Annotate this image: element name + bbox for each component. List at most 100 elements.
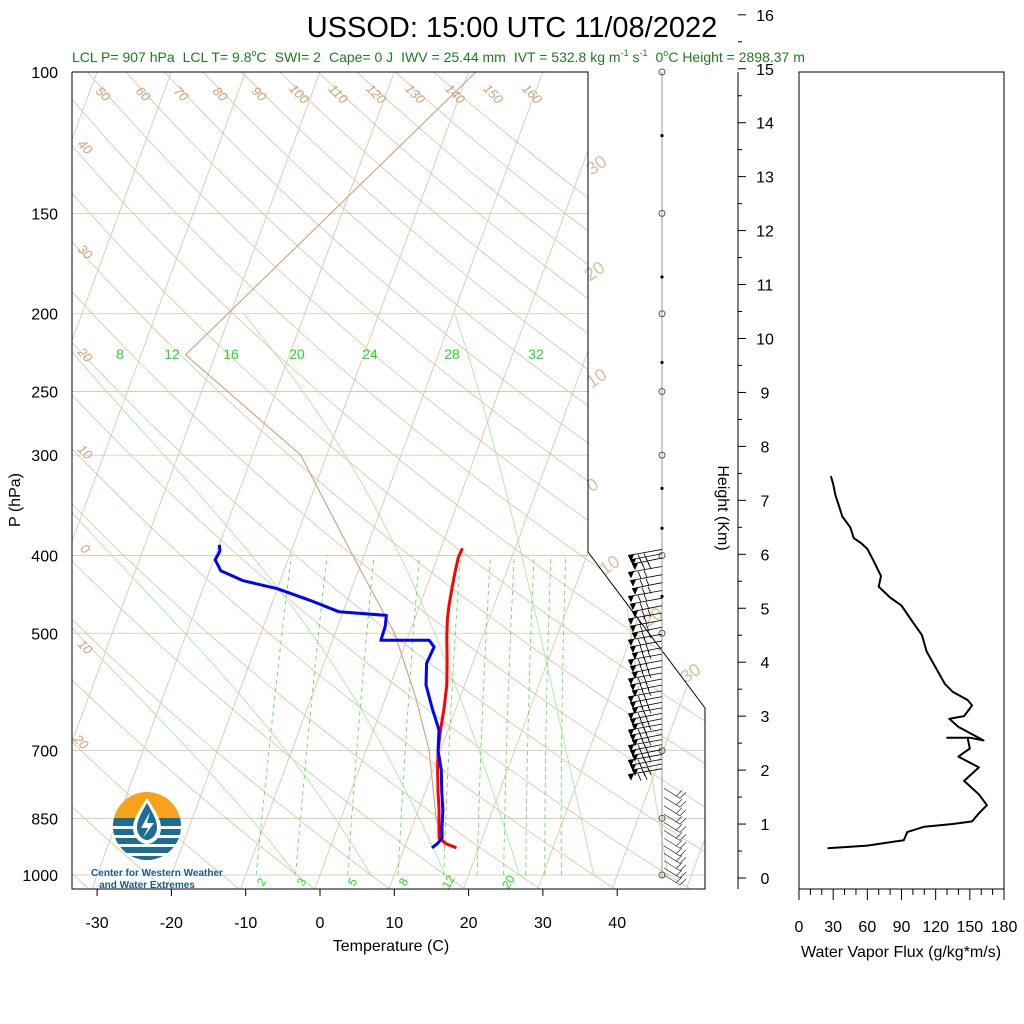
calm-wind-marker [658,388,666,396]
x-tick-20: 20 [460,915,478,932]
wind-barb-staff [631,701,663,709]
vapor-flux-axes: 0 30 60 90 120 150 180 Water Vapor Flux (g/kg*m… [795,889,1017,961]
wind-barb-feather [679,834,687,841]
dry-adiabat-line [168,72,705,889]
wind-barb-flag [632,610,638,618]
wind-barb-staff [631,626,663,634]
wind-barb-staff [663,837,681,849]
degree-symbol: o [252,48,257,58]
height-tick-6: 6 [761,547,770,564]
skewt-background-lines [72,72,705,889]
calm-wind-marker [658,68,666,76]
dry-adiabat-line [72,72,545,889]
height-tick-0: 0 [761,871,770,888]
wind-barb-staff [631,734,663,741]
dry-adiabat-line [130,72,705,889]
isotherm-label: 80 [210,83,231,104]
wind-barb-flag [628,595,634,603]
wind-barb-flag [632,563,638,571]
wind-barb-feather [639,683,644,692]
calm-wind-marker [658,814,666,822]
wind-barb-staff [631,666,663,674]
height-tick-3: 3 [761,709,770,726]
vapor-flux-line [827,475,988,850]
wind-barb-staff [663,830,681,841]
flux-tick-120: 120 [922,919,949,936]
wind-barb-feather [679,857,687,864]
wind-barb-feather [637,695,642,704]
mixing-ratio-label: 5 [345,875,361,888]
x-tick-0: 0 [316,915,325,932]
wind-barb-staff [663,860,681,872]
height-axis-label: Height (Km) [714,465,731,550]
wind-barb-feather [675,832,683,839]
wind-barbs [627,68,687,886]
wind-barb-flag [628,729,634,737]
wind-barb-flag [628,571,634,579]
wind-barb-feather [643,676,648,685]
mixing-ratio-label: 32 [528,346,544,362]
calm-wind-marker [658,747,666,755]
cape-text: Cape= 0 J [329,49,393,65]
wind-barb-staff [663,796,681,808]
height-tick-7: 7 [761,493,770,510]
isotherm-line [90,72,409,889]
mixing-ratio-line [544,555,552,875]
wind-barb-staff [629,696,663,704]
wind-barb-feather [643,694,648,703]
wind-barb-staff [663,788,681,799]
wind-barb-staff [629,574,663,582]
mixing-ratio-label: 2 [254,875,270,888]
wind-barb-feather [679,826,687,833]
mixing-ratio-line [347,555,375,876]
isotherm-line [72,72,260,889]
y-axis-label: P (hPa) [7,473,24,527]
wind-dot [660,275,664,279]
isotherm-label: 30 [75,241,96,262]
isotherm-line [239,72,557,889]
theta-label: 0 [583,474,603,496]
wind-barb-feather [675,815,683,823]
wind-barb-staff [663,853,681,864]
cw3e-logo: Center for Western Weather and Water Ext… [91,792,223,891]
wind-barb-feather [639,579,644,587]
dry-adiabat-line [392,72,705,889]
mixing-ratio-label: 8 [396,875,412,888]
dry-adiabat-line [72,72,705,889]
wind-barb-staff [629,597,663,605]
isotherm-label: 160 [519,81,545,107]
mixing-ratio-line [503,555,515,876]
logo-bolt-icon [141,812,154,838]
wind-barb-staff [663,867,681,879]
dry-adiabat-line [72,72,319,889]
isotherm-label: 140 [442,81,468,107]
wind-barb-flag [628,677,634,685]
chart-title: USSOD: 15:00 UTC 11/08/2022 [307,12,718,44]
ivt-exponent-1: -1 [621,48,629,58]
wind-barb-feather [643,772,648,780]
mixing-ratio-line [476,555,491,876]
y-tick-150: 150 [31,206,58,223]
dry-adiabat-line [205,72,705,889]
theta-label: 10 [596,551,624,579]
wind-barb-feather [679,871,687,879]
wind-barb-flag [632,768,638,776]
calm-wind-marker [658,871,666,879]
wind-barb-staff [627,590,663,597]
wind-barb-staff [631,718,663,726]
y-tick-850: 850 [31,811,58,828]
wind-barb-staff [627,653,663,661]
moist-adiabat-line [72,313,297,876]
wind-barb-feather [647,688,652,697]
moist-adiabat-line [454,313,595,876]
x-tick--20: -20 [160,915,183,932]
wind-barb-feather [643,570,648,578]
height-tick-2: 2 [761,763,770,780]
vapor-flux-data [827,475,988,850]
wind-barb-feather [637,595,642,603]
wind-barb-feather [675,862,683,870]
isotherm-label: 60 [133,83,154,104]
wind-barb-flag [628,554,634,562]
skewt-line-labels: 50 60 70 80 90 100 110 120 130 140 150 160403020100… [70,81,704,891]
theta-label: 20 [581,257,609,285]
